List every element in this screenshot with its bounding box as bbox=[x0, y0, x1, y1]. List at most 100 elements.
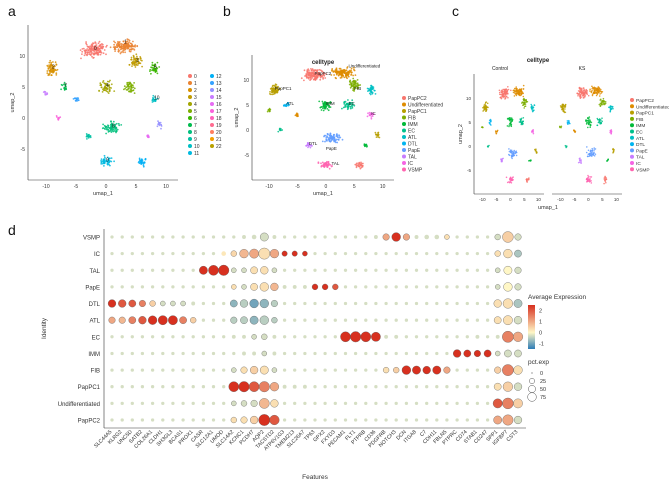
umap-point bbox=[353, 104, 356, 107]
dot bbox=[171, 351, 175, 356]
umap-point bbox=[107, 126, 109, 128]
dot bbox=[161, 251, 165, 256]
umap-point bbox=[106, 44, 108, 47]
umap-point bbox=[336, 136, 339, 139]
umap-point bbox=[356, 82, 359, 85]
dot bbox=[435, 351, 439, 356]
umap-point bbox=[508, 150, 511, 153]
umap-point bbox=[586, 180, 589, 182]
dot bbox=[140, 285, 145, 289]
dot bbox=[120, 351, 124, 356]
dot bbox=[303, 235, 307, 239]
dot bbox=[231, 267, 237, 273]
legend-swatch bbox=[210, 81, 214, 85]
umap-point bbox=[346, 108, 349, 111]
cluster-label: PapPC2 bbox=[314, 71, 331, 76]
dot bbox=[138, 300, 146, 307]
umap-point bbox=[126, 45, 129, 48]
umap-point bbox=[133, 82, 136, 84]
dot bbox=[414, 351, 419, 356]
umap-point bbox=[327, 133, 329, 136]
dot bbox=[180, 300, 186, 307]
umap-point bbox=[107, 159, 110, 161]
umap-point bbox=[99, 82, 102, 85]
legend-swatch bbox=[402, 128, 406, 133]
umap-point bbox=[155, 66, 158, 69]
umap-point bbox=[370, 117, 373, 120]
y-tick-label: 5 bbox=[468, 120, 471, 125]
dot bbox=[445, 301, 449, 306]
umap-point bbox=[109, 79, 111, 82]
umap-point bbox=[120, 45, 122, 48]
umap-point bbox=[533, 109, 535, 111]
cluster-label: 0 bbox=[94, 46, 97, 52]
dot bbox=[394, 318, 398, 322]
umap-point bbox=[593, 149, 596, 151]
dot bbox=[241, 284, 247, 290]
umap-point bbox=[602, 97, 605, 100]
x-axis-label: Features bbox=[302, 474, 328, 481]
dot bbox=[211, 285, 216, 289]
dot bbox=[493, 415, 503, 425]
dot bbox=[293, 235, 297, 239]
dot bbox=[211, 251, 216, 256]
umap-point bbox=[83, 54, 86, 57]
umap-point bbox=[106, 80, 109, 83]
umap-point bbox=[314, 78, 316, 80]
umap-point bbox=[335, 67, 338, 70]
cluster-label: 6 bbox=[154, 64, 157, 70]
legend-label: 0 bbox=[194, 74, 197, 80]
dot bbox=[373, 235, 378, 239]
umap-point bbox=[93, 45, 96, 48]
umap-point bbox=[328, 167, 331, 170]
umap-point bbox=[307, 146, 309, 149]
umap-point bbox=[598, 120, 600, 122]
umap-point bbox=[370, 84, 373, 87]
dot bbox=[292, 284, 297, 289]
umap-point bbox=[80, 57, 82, 60]
dot bbox=[259, 298, 269, 309]
dot bbox=[230, 250, 237, 257]
umap-point bbox=[90, 46, 92, 49]
dot bbox=[425, 385, 429, 389]
dot bbox=[485, 301, 490, 306]
umap-point bbox=[114, 41, 116, 44]
legend-label: FIB bbox=[408, 116, 416, 122]
umap-point bbox=[305, 77, 308, 79]
facet-label: KS bbox=[579, 66, 586, 72]
umap-point bbox=[366, 115, 369, 118]
dot bbox=[465, 285, 469, 289]
umap-plot-c: celltype Control KS 10 5 0 -5 -10 -5 0 5 10 -10 -5 0 5 1… bbox=[458, 58, 669, 211]
umap-point bbox=[81, 50, 84, 53]
umap-point bbox=[359, 84, 362, 86]
umap-point bbox=[485, 104, 487, 107]
umap-point bbox=[115, 128, 117, 131]
umap-point bbox=[577, 92, 579, 95]
legend-swatch bbox=[630, 116, 634, 121]
legend-label: 14 bbox=[216, 88, 222, 94]
umap-point bbox=[86, 54, 88, 57]
umap-point bbox=[345, 103, 348, 105]
dot bbox=[272, 334, 277, 339]
dot bbox=[493, 299, 502, 308]
legend-swatch bbox=[188, 137, 192, 141]
umap-point bbox=[594, 90, 596, 93]
umap-point bbox=[594, 87, 596, 89]
umap-point bbox=[159, 121, 162, 124]
umap-point bbox=[604, 103, 606, 105]
dot bbox=[252, 351, 257, 356]
umap-point bbox=[131, 61, 133, 64]
umap-point bbox=[372, 113, 375, 115]
dot bbox=[303, 335, 307, 339]
legend-label: 9 bbox=[194, 137, 197, 143]
dot bbox=[311, 283, 319, 291]
umap-point bbox=[339, 70, 342, 73]
legend-label: FIB bbox=[636, 117, 643, 123]
umap-point bbox=[107, 128, 110, 131]
umap-point bbox=[84, 52, 87, 55]
umap-point bbox=[83, 49, 86, 52]
y-tick-label: 0 bbox=[246, 128, 249, 134]
dot bbox=[364, 385, 368, 389]
umap-point bbox=[599, 90, 601, 92]
cluster-label: EC bbox=[349, 101, 356, 106]
